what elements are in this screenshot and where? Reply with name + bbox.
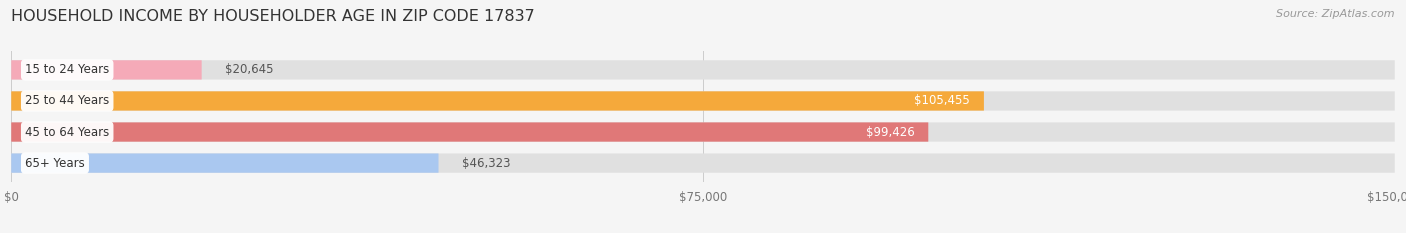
Text: $46,323: $46,323 — [461, 157, 510, 170]
Text: $20,645: $20,645 — [225, 63, 273, 76]
Text: Source: ZipAtlas.com: Source: ZipAtlas.com — [1277, 9, 1395, 19]
FancyBboxPatch shape — [11, 60, 1395, 79]
Text: HOUSEHOLD INCOME BY HOUSEHOLDER AGE IN ZIP CODE 17837: HOUSEHOLD INCOME BY HOUSEHOLDER AGE IN Z… — [11, 9, 536, 24]
Text: $99,426: $99,426 — [866, 126, 914, 139]
FancyBboxPatch shape — [11, 91, 984, 111]
FancyBboxPatch shape — [11, 122, 928, 142]
FancyBboxPatch shape — [11, 60, 201, 79]
FancyBboxPatch shape — [11, 154, 439, 173]
Text: $105,455: $105,455 — [914, 94, 970, 107]
Text: 15 to 24 Years: 15 to 24 Years — [25, 63, 110, 76]
FancyBboxPatch shape — [11, 122, 1395, 142]
FancyBboxPatch shape — [11, 91, 1395, 111]
Text: 25 to 44 Years: 25 to 44 Years — [25, 94, 110, 107]
FancyBboxPatch shape — [11, 154, 1395, 173]
Text: 45 to 64 Years: 45 to 64 Years — [25, 126, 110, 139]
Text: 65+ Years: 65+ Years — [25, 157, 84, 170]
